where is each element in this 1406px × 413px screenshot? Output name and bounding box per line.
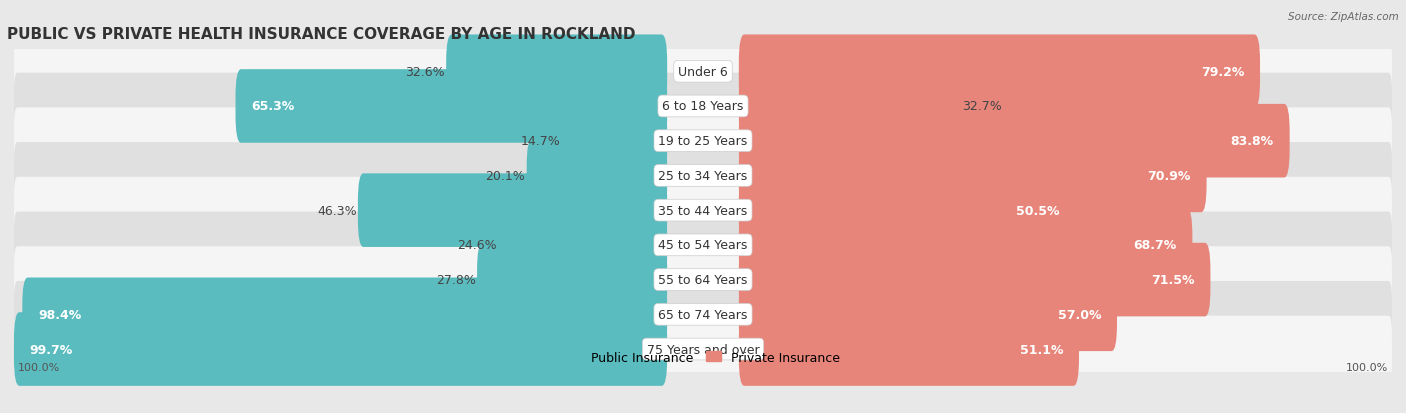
FancyBboxPatch shape: [14, 212, 1392, 278]
FancyBboxPatch shape: [738, 139, 1206, 213]
Text: Source: ZipAtlas.com: Source: ZipAtlas.com: [1288, 12, 1399, 22]
FancyBboxPatch shape: [14, 313, 668, 386]
FancyBboxPatch shape: [738, 278, 1116, 351]
Text: 25 to 34 Years: 25 to 34 Years: [658, 169, 748, 183]
Text: 24.6%: 24.6%: [457, 239, 496, 252]
FancyBboxPatch shape: [14, 316, 1392, 382]
Text: 65 to 74 Years: 65 to 74 Years: [658, 308, 748, 321]
Text: 32.6%: 32.6%: [405, 66, 444, 78]
FancyBboxPatch shape: [738, 36, 1260, 109]
FancyBboxPatch shape: [561, 104, 668, 178]
Text: 83.8%: 83.8%: [1230, 135, 1274, 148]
FancyBboxPatch shape: [738, 104, 1289, 178]
Text: 45 to 54 Years: 45 to 54 Years: [658, 239, 748, 252]
Text: 55 to 64 Years: 55 to 64 Years: [658, 273, 748, 286]
Text: 70.9%: 70.9%: [1147, 169, 1191, 183]
Text: 100.0%: 100.0%: [17, 362, 59, 372]
FancyBboxPatch shape: [14, 143, 1392, 209]
FancyBboxPatch shape: [738, 313, 1078, 386]
Text: 71.5%: 71.5%: [1152, 273, 1195, 286]
Text: 51.1%: 51.1%: [1019, 343, 1063, 356]
FancyBboxPatch shape: [738, 174, 1076, 247]
Text: 35 to 44 Years: 35 to 44 Years: [658, 204, 748, 217]
Text: 32.7%: 32.7%: [962, 100, 1001, 113]
Text: 68.7%: 68.7%: [1133, 239, 1177, 252]
FancyBboxPatch shape: [446, 36, 668, 109]
Text: 20.1%: 20.1%: [485, 169, 526, 183]
Text: 27.8%: 27.8%: [436, 273, 475, 286]
Legend: Public Insurance, Private Insurance: Public Insurance, Private Insurance: [561, 346, 845, 369]
FancyBboxPatch shape: [527, 139, 668, 213]
FancyBboxPatch shape: [14, 74, 1392, 140]
FancyBboxPatch shape: [14, 281, 1392, 348]
FancyBboxPatch shape: [14, 177, 1392, 244]
Text: 100.0%: 100.0%: [1347, 362, 1389, 372]
Text: 79.2%: 79.2%: [1201, 66, 1244, 78]
FancyBboxPatch shape: [14, 108, 1392, 175]
FancyBboxPatch shape: [477, 243, 668, 317]
Text: 19 to 25 Years: 19 to 25 Years: [658, 135, 748, 148]
FancyBboxPatch shape: [738, 243, 1211, 317]
Text: 14.7%: 14.7%: [520, 135, 560, 148]
FancyBboxPatch shape: [14, 247, 1392, 313]
FancyBboxPatch shape: [359, 174, 668, 247]
Text: 57.0%: 57.0%: [1057, 308, 1101, 321]
FancyBboxPatch shape: [498, 209, 668, 282]
FancyBboxPatch shape: [14, 39, 1392, 105]
Text: 6 to 18 Years: 6 to 18 Years: [662, 100, 744, 113]
Text: PUBLIC VS PRIVATE HEALTH INSURANCE COVERAGE BY AGE IN ROCKLAND: PUBLIC VS PRIVATE HEALTH INSURANCE COVER…: [7, 26, 636, 41]
FancyBboxPatch shape: [738, 209, 1192, 282]
Text: 99.7%: 99.7%: [30, 343, 73, 356]
Text: 98.4%: 98.4%: [38, 308, 82, 321]
Text: Under 6: Under 6: [678, 66, 728, 78]
Text: 75 Years and over: 75 Years and over: [647, 343, 759, 356]
Text: 46.3%: 46.3%: [316, 204, 357, 217]
FancyBboxPatch shape: [236, 70, 668, 143]
FancyBboxPatch shape: [22, 278, 668, 351]
Text: 50.5%: 50.5%: [1015, 204, 1059, 217]
Text: 65.3%: 65.3%: [252, 100, 295, 113]
FancyBboxPatch shape: [738, 70, 960, 143]
